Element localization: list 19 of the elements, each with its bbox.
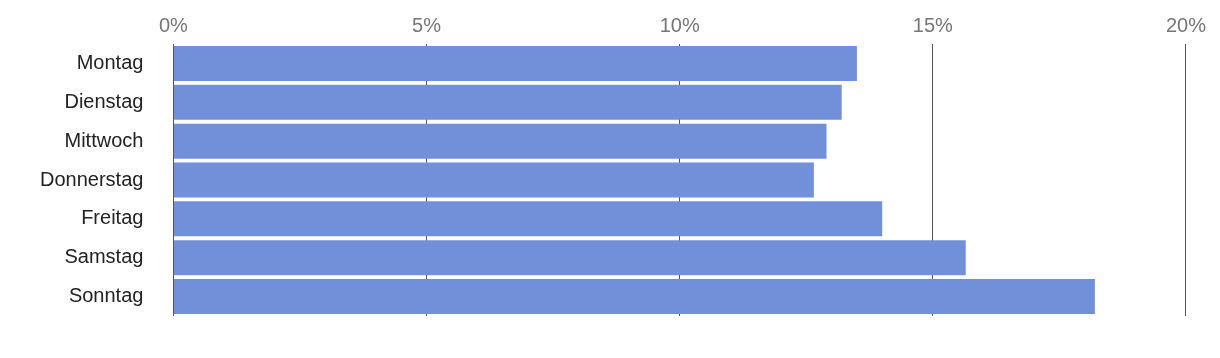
y-tick-label: Freitag <box>81 206 144 229</box>
bar <box>173 45 857 81</box>
x-tick-label: 5% <box>412 13 442 36</box>
x-tick-label: 20% <box>1165 13 1207 36</box>
y-tick-label: Dienstag <box>64 89 144 112</box>
y-tick-label: Donnerstag <box>39 167 144 190</box>
bar <box>173 123 827 159</box>
bar <box>173 279 1095 315</box>
x-tick-label: 15% <box>912 13 954 36</box>
x-tick-label: 0% <box>158 13 189 36</box>
y-tick-label: Samstag <box>64 245 144 268</box>
y-tick-label: Montag <box>76 50 144 73</box>
bar <box>173 162 814 198</box>
bar <box>173 201 883 237</box>
bar <box>173 240 966 276</box>
y-tick-label: Sonntag <box>68 284 144 307</box>
bar <box>173 84 842 120</box>
y-tick-label: Mittwoch <box>64 128 144 151</box>
x-tick-label: 10% <box>659 13 700 36</box>
